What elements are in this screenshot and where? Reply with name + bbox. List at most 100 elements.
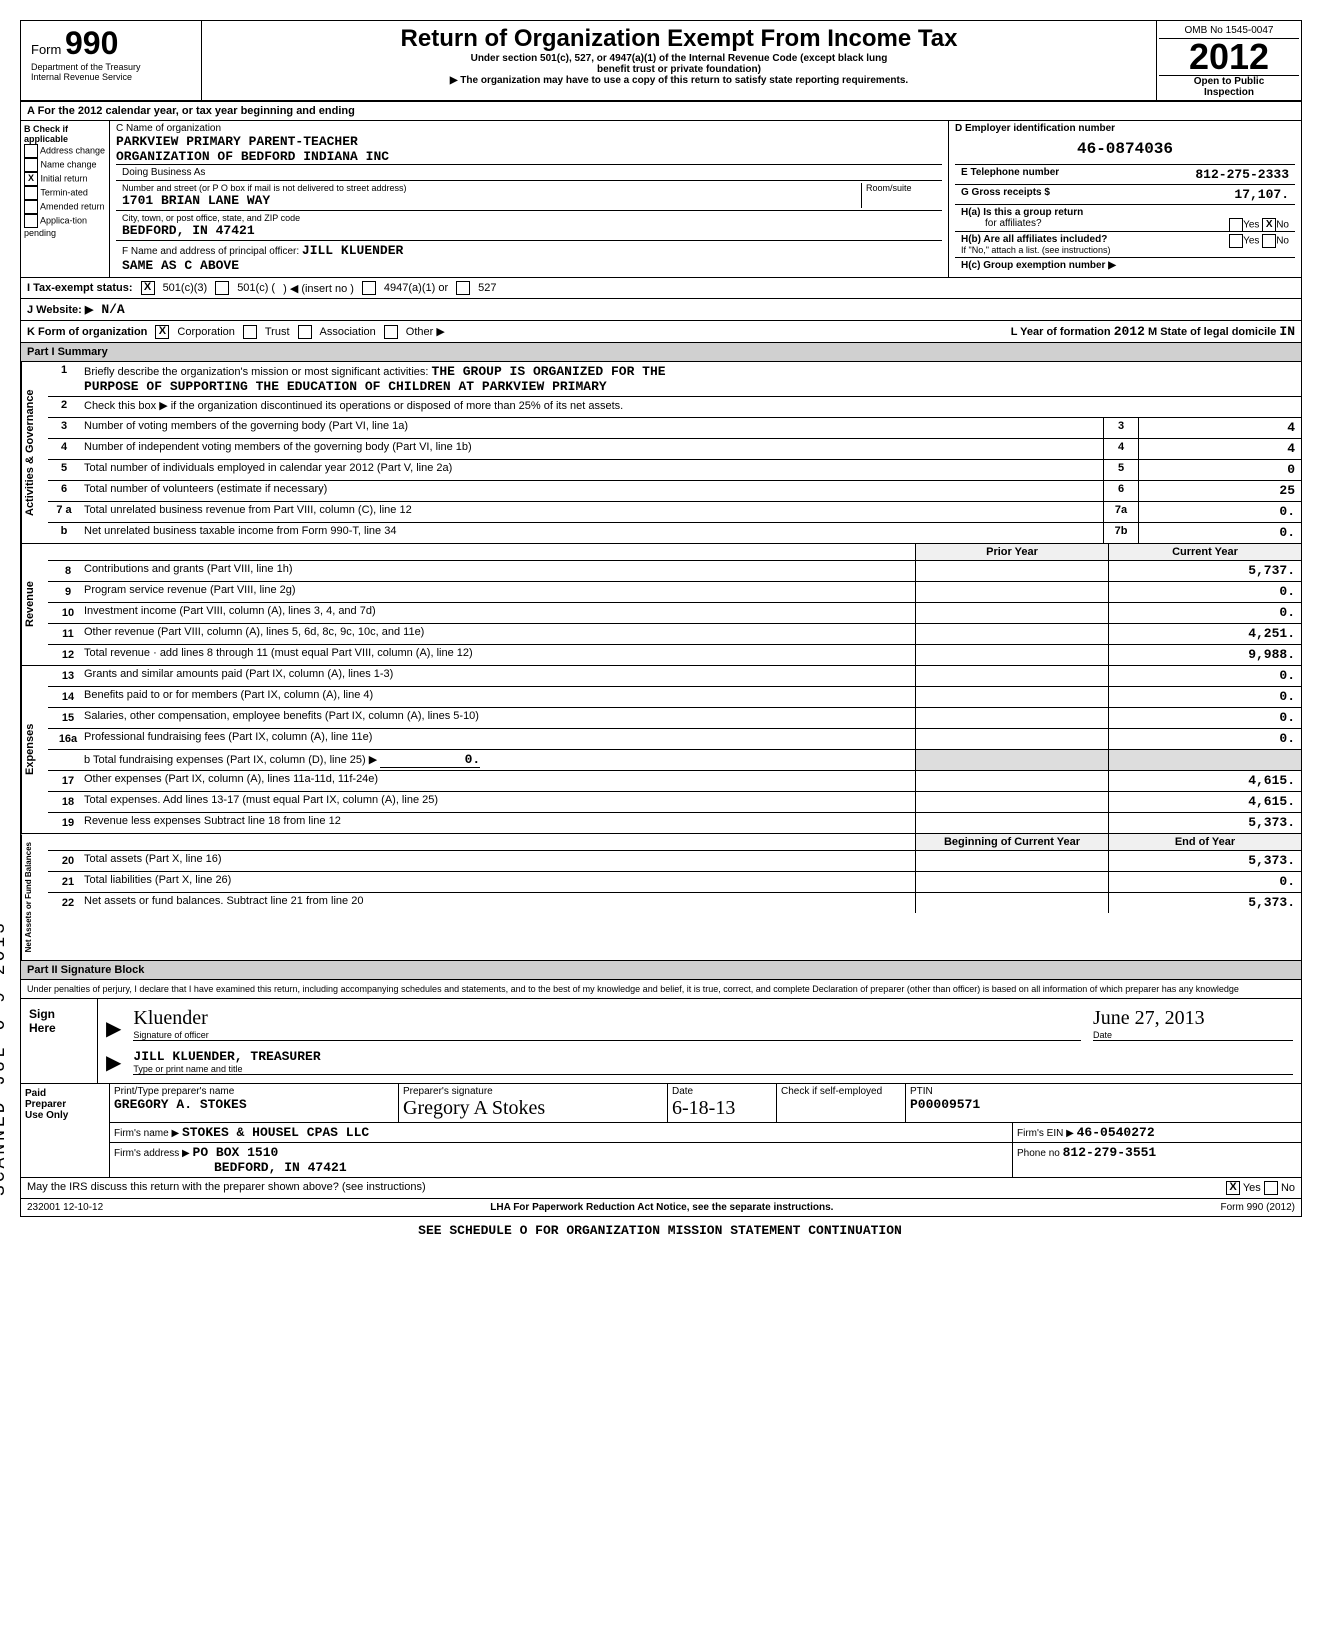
ln7bl: 7b [1103, 523, 1139, 543]
ln13: 13 [52, 668, 84, 684]
prep-date-label: Date [672, 1086, 772, 1097]
opt-4947: 4947(a)(1) or [384, 282, 448, 294]
chk-name[interactable] [24, 158, 38, 172]
ln6l: 6 [1103, 481, 1139, 501]
line-a: A For the 2012 calendar year, or tax yea… [21, 102, 1301, 121]
chk-4947[interactable] [362, 281, 376, 295]
ha-yes-chk[interactable] [1229, 218, 1243, 232]
chk-501c[interactable] [215, 281, 229, 295]
chk-initial[interactable]: X [24, 172, 38, 186]
hb-no-chk[interactable] [1262, 234, 1276, 248]
line22: Net assets or fund balances. Subtract li… [84, 895, 363, 911]
preparer-block: Paid Preparer Use Only Print/Type prepar… [21, 1084, 1301, 1178]
line21c: 0. [1109, 872, 1301, 892]
opt-other: Other ▶ [406, 325, 445, 338]
firm-addr-label: Firm's address ▶ [114, 1148, 190, 1159]
chk-amended[interactable] [24, 200, 38, 214]
line1-val2: PURPOSE OF SUPPORTING THE EDUCATION OF C… [84, 379, 1297, 394]
use-only-label: Use Only [25, 1110, 105, 1121]
org-name-2: ORGANIZATION OF BEDFORD INDIANA INC [116, 149, 942, 164]
sig-arrow2-icon: ▶ [106, 1050, 121, 1075]
line10: Investment income (Part VIII, column (A)… [84, 605, 376, 621]
line1-label: Briefly describe the organization's miss… [84, 366, 428, 378]
exp-label: Expenses [21, 666, 48, 833]
chk-terminated[interactable] [24, 186, 38, 200]
ha-label2: for affiliates? [961, 218, 1042, 229]
hc-label: H(c) Group exemption number ▶ [955, 257, 1295, 273]
chk-527[interactable] [456, 281, 470, 295]
chk-501c3[interactable]: X [141, 281, 155, 295]
line17: Other expenses (Part IX, column (A), lin… [84, 773, 378, 789]
firm-addr2: BEDFORD, IN 47421 [114, 1160, 1008, 1175]
status-j: J Website: ▶ N/A [21, 299, 1301, 321]
ln9: 9 [52, 584, 84, 600]
discuss-yes-chk[interactable]: X [1226, 1181, 1240, 1195]
here-label: Here [29, 1021, 79, 1035]
opt-assoc: Association [320, 326, 376, 338]
check-label: Check if self-employed [781, 1086, 901, 1097]
line4-val: 4 [1139, 439, 1301, 459]
room-label: Room/suite [861, 183, 936, 208]
city-state-zip: BEDFORD, IN 47421 [122, 223, 936, 238]
chk-other[interactable] [384, 325, 398, 339]
hb-yes-chk[interactable] [1229, 234, 1243, 248]
phone-label: Phone no [1017, 1148, 1060, 1159]
footer-row: 232001 12-10-12 LHA For Paperwork Reduct… [21, 1199, 1301, 1216]
chk-trust[interactable] [243, 325, 257, 339]
street-address: 1701 BRIAN LANE WAY [122, 193, 861, 208]
chk-corp[interactable]: X [155, 325, 169, 339]
ha-no-chk[interactable]: X [1262, 218, 1276, 232]
d-label: D Employer identification number [955, 123, 1295, 134]
ln3: 3 [48, 418, 80, 438]
form-label: Form [31, 42, 61, 57]
k-label: K Form of organization [27, 326, 147, 338]
title-box: Return of Organization Exempt From Incom… [202, 21, 1157, 100]
ln5: 5 [48, 460, 80, 480]
line18: Total expenses. Add lines 13-17 (must eq… [84, 794, 438, 810]
chk-application[interactable] [24, 214, 38, 228]
ln10: 10 [52, 605, 84, 621]
discuss-row: May the IRS discuss this return with the… [21, 1178, 1301, 1199]
gov-section: Activities & Governance 1 Briefly descri… [21, 362, 1301, 544]
ln1: 1 [48, 362, 80, 396]
b-header: B Check if applicable [24, 124, 106, 144]
form-number: 990 [65, 25, 118, 61]
ln19: 19 [52, 815, 84, 831]
gov-label: Activities & Governance [21, 362, 48, 543]
line5-text: Total number of individuals employed in … [80, 460, 1103, 480]
opt-address: Address change [40, 145, 105, 155]
line15: Salaries, other compensation, employee b… [84, 710, 479, 726]
section-c: C Name of organization PARKVIEW PRIMARY … [110, 121, 949, 277]
line16a: Professional fundraising fees (Part IX, … [84, 731, 372, 747]
discuss-text: May the IRS discuss this return with the… [27, 1181, 426, 1195]
ln18: 18 [52, 794, 84, 810]
m-val: IN [1279, 324, 1295, 339]
line10c: 0. [1109, 603, 1301, 623]
current-header: Current Year [1109, 544, 1301, 560]
discuss-no: No [1281, 1182, 1295, 1194]
chk-assoc[interactable] [298, 325, 312, 339]
line12c: 9,988. [1109, 645, 1301, 665]
prep-name: GREGORY A. STOKES [114, 1097, 394, 1112]
sig-date: June 27, 2013 [1093, 1007, 1205, 1029]
discuss-no-chk[interactable] [1264, 1181, 1278, 1195]
ln7al: 7a [1103, 502, 1139, 522]
net-section: Net Assets or Fund Balances Beginning of… [21, 834, 1301, 961]
opt-501c3: 501(c)(3) [163, 282, 208, 294]
line5-val: 0 [1139, 460, 1301, 480]
line13c: 0. [1109, 666, 1301, 686]
dept-treasury: Department of the Treasury [31, 62, 191, 72]
end-header: End of Year [1109, 834, 1301, 850]
ln17: 17 [52, 773, 84, 789]
perjury-text: Under penalties of perjury, I declare th… [21, 980, 1301, 999]
status-i: I Tax-exempt status: X 501(c)(3) 501(c) … [21, 278, 1301, 299]
chk-address[interactable] [24, 144, 38, 158]
ln2: 2 [48, 397, 80, 417]
line6-val: 25 [1139, 481, 1301, 501]
gross-receipts: 17,107. [1050, 187, 1289, 202]
firm-label: Firm's name ▶ [114, 1128, 179, 1139]
ein: 46-0874036 [955, 134, 1295, 164]
ptin-label: PTIN [910, 1086, 1297, 1097]
line12: Total revenue · add lines 8 through 11 (… [84, 647, 473, 663]
ln14: 14 [52, 689, 84, 705]
